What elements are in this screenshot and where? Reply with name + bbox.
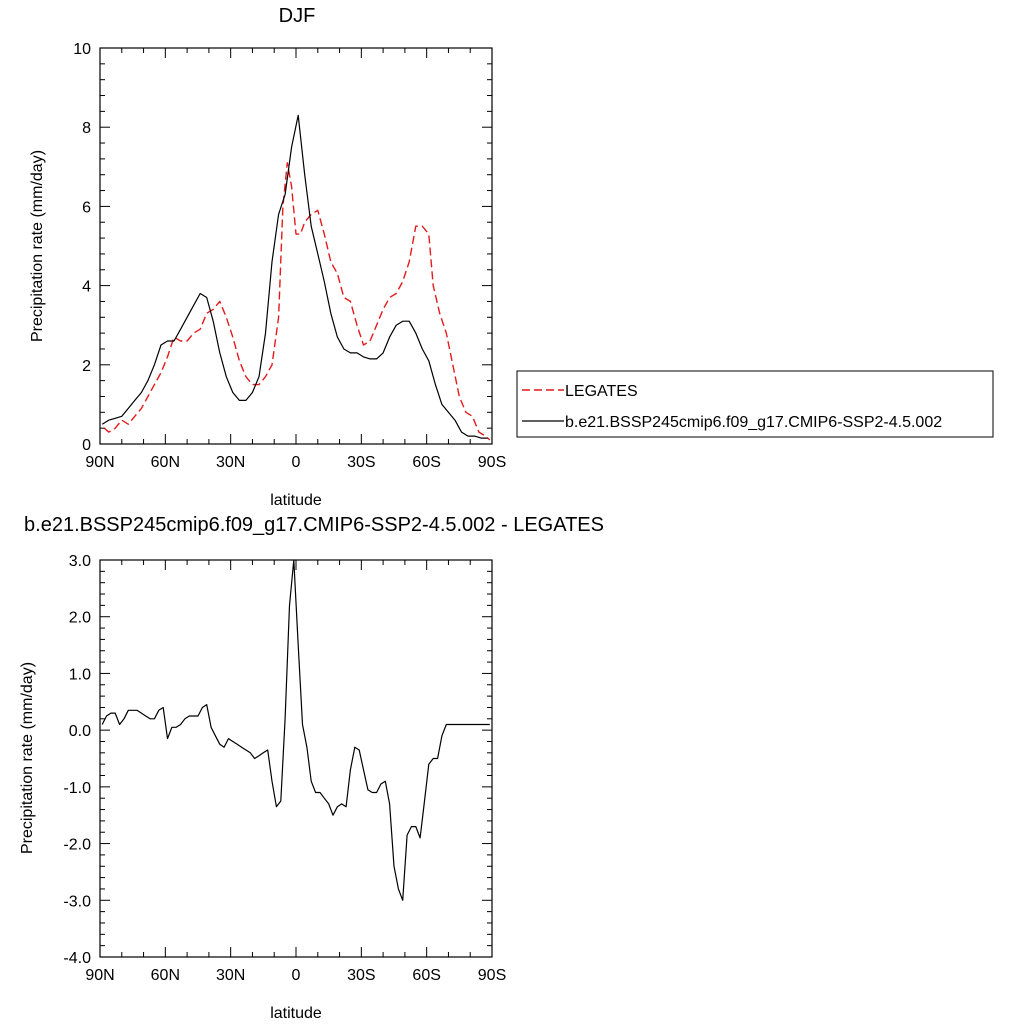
x-tick-label: 30S bbox=[347, 967, 375, 984]
y-tick-label: 10 bbox=[73, 41, 91, 58]
top-chart-ylabel: Precipitation rate (mm/day) bbox=[29, 150, 46, 342]
y-tick-label: -2.0 bbox=[63, 837, 91, 854]
y-tick-label: 6 bbox=[82, 199, 91, 216]
top-chart-title: DJF bbox=[279, 5, 316, 27]
legend-label-legates: LEGATES bbox=[565, 383, 638, 400]
y-tick-label: 2 bbox=[82, 358, 91, 375]
x-tick-label: 60N bbox=[151, 967, 180, 984]
x-tick-label: 30S bbox=[347, 454, 375, 471]
x-tick-label: 60S bbox=[412, 454, 440, 471]
y-tick-label: 2.0 bbox=[69, 610, 91, 627]
legend-label-model: b.e21.BSSP245cmip6.f09_g17.CMIP6-SSP2-4.… bbox=[565, 414, 942, 431]
x-tick-label: 0 bbox=[292, 454, 301, 471]
x-tick-label: 30N bbox=[216, 967, 245, 984]
x-tick-label: 60S bbox=[412, 967, 440, 984]
y-tick-label: 3.0 bbox=[69, 553, 91, 570]
legend: LEGATES b.e21.BSSP245cmip6.f09_g17.CMIP6… bbox=[516, 370, 994, 438]
legend-box bbox=[516, 370, 994, 438]
y-tick-label: 1.0 bbox=[69, 666, 91, 683]
top-chart-ticks: 90N 60N 30N 0 30S 60S 90S 0 2 4 6 8 10 bbox=[73, 41, 506, 471]
series-line-model bbox=[101, 114, 488, 439]
y-tick-label: -4.0 bbox=[63, 950, 91, 967]
series-line-difference bbox=[101, 559, 490, 901]
bottom-chart-ylabel: Precipitation rate (mm/day) bbox=[19, 662, 36, 854]
x-tick-label: 60N bbox=[151, 454, 180, 471]
y-tick-label: -1.0 bbox=[63, 780, 91, 797]
bottom-chart-ticks: 90N 60N 30N 0 30S 60S 90S -4.0 -3.0 -2.0 -1.0 0.0 1.… bbox=[63, 553, 506, 984]
y-tick-label: 0.0 bbox=[69, 723, 91, 740]
top-chart-xlabel: latitude bbox=[270, 492, 322, 509]
y-tick-label: 4 bbox=[82, 279, 91, 296]
series-line-legates bbox=[103, 162, 491, 441]
bottom-chart-xlabel: latitude bbox=[270, 1005, 322, 1022]
x-tick-label: 30N bbox=[216, 454, 245, 471]
x-tick-label: 0 bbox=[292, 967, 301, 984]
top-chart-plot-frame bbox=[99, 47, 493, 445]
x-tick-label: 90N bbox=[85, 454, 114, 471]
bottom-chart-lines bbox=[101, 559, 490, 901]
y-tick-label: 8 bbox=[82, 120, 91, 137]
y-tick-label: 0 bbox=[82, 437, 91, 454]
x-tick-label: 90S bbox=[478, 454, 506, 471]
y-tick-label: -3.0 bbox=[63, 893, 91, 910]
bottom-chart-title: b.e21.BSSP245cmip6.f09_g17.CMIP6-SSP2-4.… bbox=[24, 514, 604, 536]
top-chart-lines bbox=[101, 114, 491, 441]
x-tick-label: 90S bbox=[478, 967, 506, 984]
bottom-chart-panel: b.e21.BSSP245cmip6.f09_g17.CMIP6-SSP2-4.… bbox=[19, 514, 604, 1022]
x-tick-label: 90N bbox=[85, 967, 114, 984]
